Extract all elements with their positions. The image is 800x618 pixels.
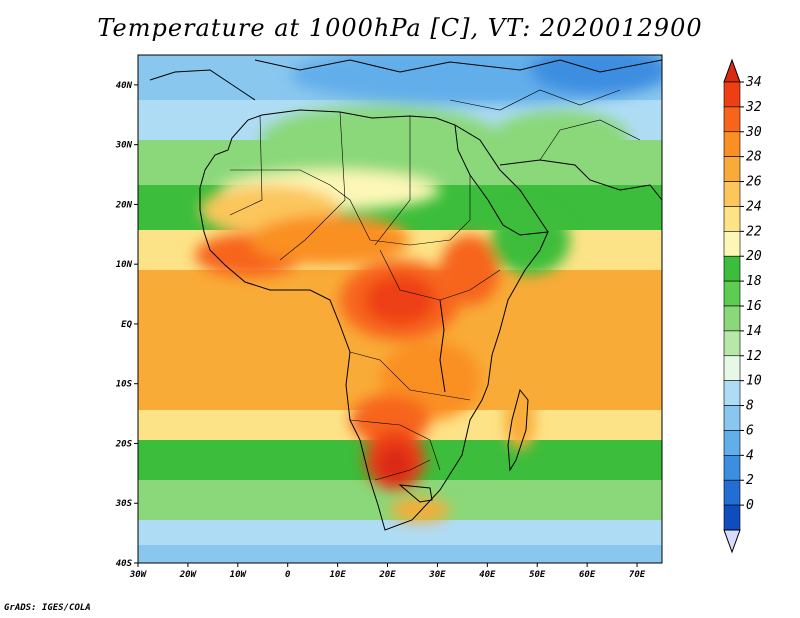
- colorbar-box: [723, 305, 741, 332]
- colorbar-bottom-arrow: [723, 529, 741, 554]
- colorbar-label: 26: [746, 175, 762, 190]
- lon-tick-label: 40E: [479, 570, 496, 580]
- lon-tick-label: 70E: [629, 570, 646, 580]
- map-title: Temperature at 1000hPa [C], VT: 20200129…: [97, 14, 703, 42]
- colorbar-box: [723, 255, 741, 282]
- grads-credit: GrADS: IGES/COLA: [4, 603, 91, 613]
- colorbar-label: 6: [746, 423, 754, 438]
- colorbar-box: [723, 280, 741, 307]
- colorbar-box: [723, 156, 741, 182]
- colorbar-label: 24: [746, 199, 762, 214]
- lon-tick-label: 20E: [378, 570, 396, 580]
- lon-tick-label: 20W: [179, 570, 198, 580]
- colorbar-box: [723, 479, 741, 506]
- lat-tick-label: 10S: [116, 380, 133, 390]
- colorbar-label: 8: [746, 399, 754, 414]
- lat-tick-label: 30S: [115, 499, 133, 509]
- colorbar-box: [723, 504, 741, 531]
- colorbar-box: [723, 106, 741, 133]
- colorbar-box: [723, 131, 741, 157]
- lon-tick-label: 50E: [529, 570, 546, 580]
- lon-tick-label: 60E: [579, 570, 596, 580]
- colorbar-label: 30: [745, 125, 762, 140]
- lon-tick-label: 10W: [230, 570, 248, 580]
- colorbar-label: 22: [746, 224, 762, 239]
- colorbar-box: [723, 330, 741, 357]
- colorbar-box: [723, 455, 741, 481]
- lon-tick-label: 10E: [329, 570, 346, 580]
- colorbar-box: [723, 81, 741, 108]
- longitude-ticks: 30W 20W 10W 0 10E 20E 30E 40E 50E 60E 70E: [129, 563, 646, 580]
- lon-tick-label: 30E: [428, 570, 446, 580]
- colorbar-label: 14: [746, 324, 762, 339]
- colorbar-label: 10: [746, 374, 762, 389]
- map-frame: [137, 54, 663, 564]
- colorbar-label: 12: [746, 349, 762, 364]
- colorbar-label: 20: [746, 249, 762, 264]
- colorbar-box: [723, 355, 741, 381]
- colorbar-box: [723, 380, 741, 406]
- colorbar-label: 4: [746, 448, 754, 463]
- lat-tick-label: 20S: [115, 439, 133, 449]
- colorbar-label: 0: [746, 498, 754, 513]
- colorbar-label: 2: [746, 473, 754, 488]
- colorbar-box: [723, 231, 741, 257]
- latitude-ticks: 40N 30N 20N 10N EQ 10S 20S 30S 40S: [115, 81, 138, 569]
- lon-tick-label: 0: [285, 570, 291, 580]
- colorbar-label: 34: [745, 75, 762, 90]
- colorbar-label: 32: [745, 100, 762, 115]
- lat-tick-label: 40S: [116, 559, 133, 569]
- colorbar-label: 16: [746, 299, 762, 314]
- lat-tick-label: 10N: [116, 260, 133, 270]
- lat-tick-label: 20N: [115, 200, 133, 210]
- colorbar-box: [723, 405, 741, 431]
- colorbar-label: 18: [746, 274, 762, 289]
- temperature-field: [138, 55, 662, 563]
- lon-tick-label: 30W: [129, 570, 148, 580]
- colorbar-box: [723, 430, 741, 456]
- lat-tick-label: EQ: [121, 320, 132, 330]
- lat-tick-label: 40N: [116, 81, 133, 91]
- lat-tick-label: 30N: [115, 141, 133, 151]
- colorbar-box: [723, 206, 741, 232]
- colorbar-label: 28: [746, 150, 762, 165]
- colorbar-box: [723, 181, 741, 207]
- colorbar-top-arrow: [723, 58, 741, 83]
